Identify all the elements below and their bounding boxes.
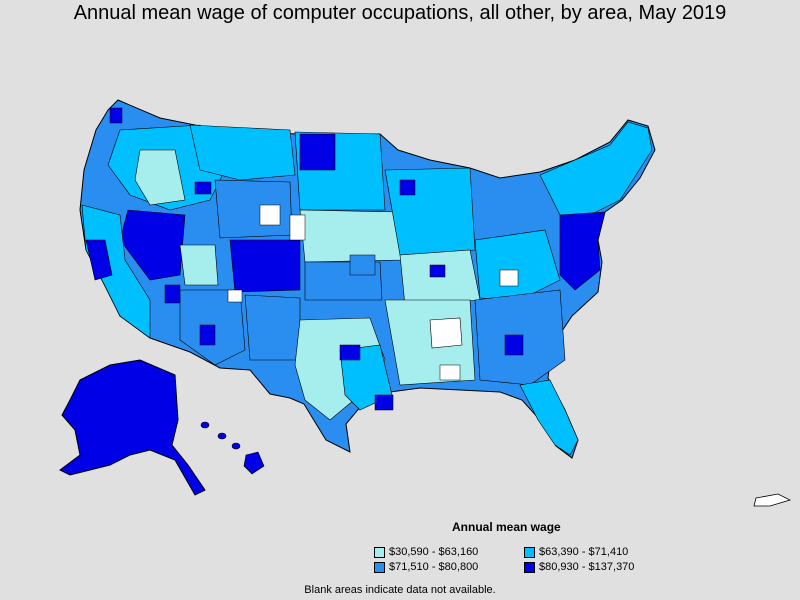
legend-item-3: $71,510 - $80,800 [374,561,478,573]
region-northdakota-dark [299,133,336,171]
legend-title: Annual mean wage [452,520,561,534]
legend-item-1: $30,590 - $63,160 [374,546,478,558]
region-appalachia [474,229,561,301]
alaska [59,359,206,496]
legend-swatch-1 [374,546,385,558]
map-title: Annual mean wage of computer occupations… [73,2,727,24]
region-idaho-light [134,149,186,206]
region-florida [519,379,579,456]
legend-swatch-2 [524,546,535,558]
legend-swatch-3 [374,561,385,573]
region-south-blank [429,317,463,349]
region-wyoming [214,179,293,239]
region-east-corridor [559,211,606,291]
region-montana [189,124,296,181]
region-midwest-light [399,249,481,306]
region-colorado [229,239,301,293]
region-northeast [539,121,653,216]
metro-areas [109,107,524,411]
legend-item-2: $63,390 - $71,410 [524,546,628,558]
region-plains-light [299,209,406,263]
region-texas-light [294,317,386,421]
legend-label-4: $80,930 - $137,370 [539,561,635,573]
legend-label-2: $63,390 - $71,410 [539,546,629,558]
region-new-mexico [244,294,301,361]
legend-item-4: $80,930 - $137,370 [524,561,634,573]
region-utah-light [179,244,219,286]
legend-label-1: $30,590 - $63,160 [389,546,479,558]
legend-swatch-4 [524,561,535,573]
footnote: Blank areas indicate data not available. [304,584,496,596]
legend-label-3: $71,510 - $80,800 [389,561,479,573]
hawaii [200,421,265,475]
region-midwest [384,167,476,256]
puerto-rico [753,493,792,507]
region-california-bay [85,239,113,281]
